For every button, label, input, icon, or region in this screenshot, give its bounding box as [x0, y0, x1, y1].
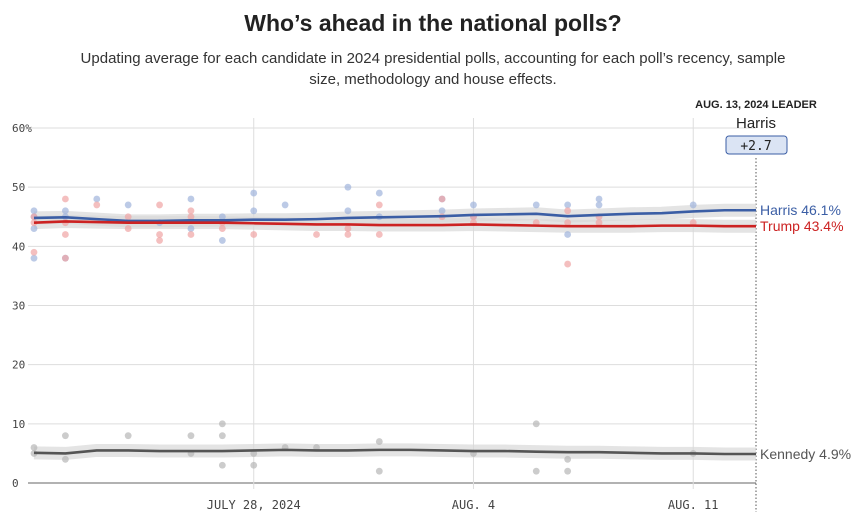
trump-poll-dot	[187, 231, 195, 238]
harris-poll-dot	[344, 183, 352, 191]
trump-poll-dot	[313, 231, 320, 238]
trump-poll-dot	[61, 254, 69, 262]
trump-poll-dot	[250, 231, 258, 238]
harris-end-label: Harris 46.1%	[760, 202, 841, 218]
harris-poll-dot	[187, 225, 195, 232]
kennedy-poll-dot	[124, 432, 132, 440]
kennedy-poll-dot	[61, 432, 69, 440]
harris-poll-dot	[532, 201, 540, 209]
kennedy-average-line	[33, 448, 756, 456]
kennedy-poll-dot	[564, 467, 572, 475]
leader-margin-box	[725, 135, 788, 155]
trump-average-line	[33, 220, 756, 228]
trump-end-label: Trump 43.4%	[760, 218, 844, 234]
end-labels: Harris 46.1%Trump 43.4% Kennedy 4.9%	[760, 202, 851, 462]
kennedy-poll-dot	[532, 467, 540, 475]
trump-poll-dot	[564, 219, 572, 227]
kennedy-poll-dot	[532, 420, 540, 428]
trump-poll-dot	[156, 201, 163, 209]
y-tick-label: 60%	[12, 122, 32, 135]
trump-poll-dot	[375, 201, 383, 209]
harris-poll-dot	[595, 195, 603, 203]
trump-poll-dot	[344, 225, 352, 232]
y-tick-label: 20	[12, 359, 25, 372]
trump-poll-dot	[218, 225, 226, 232]
trump-poll-dot	[30, 219, 38, 227]
harris-poll-dot	[250, 189, 258, 197]
leader-name: Harris	[736, 115, 776, 132]
harris-poll-dot	[124, 201, 132, 209]
leader-heading: AUG. 13, 2024 LEADER	[695, 99, 817, 111]
trump-poll-dot	[61, 195, 69, 203]
trump-poll-dot	[564, 260, 572, 268]
average-lines	[33, 208, 756, 456]
y-tick-label: 30	[12, 300, 25, 313]
trump-poll-dot	[124, 213, 132, 221]
harris-poll-dot	[281, 201, 289, 209]
harris-poll-dot	[375, 189, 383, 197]
x-tick-label: JULY 28, 2024	[207, 498, 301, 512]
kennedy-poll-dot	[218, 432, 226, 440]
trump-poll-dot	[187, 207, 195, 215]
harris-poll-dot	[689, 201, 697, 209]
y-tick-label: 40	[12, 240, 25, 253]
chart-subtitle: Updating average for each candidate in 2…	[80, 50, 786, 88]
harris-poll-dot	[595, 201, 603, 209]
trump-poll-dot	[344, 231, 352, 238]
kennedy-poll-dot	[375, 467, 383, 475]
trump-poll-dot	[156, 237, 163, 244]
leader-box: AUG. 13, 2024 LEADER Harris +2.7	[695, 99, 817, 155]
y-tick-label: 50	[12, 181, 25, 194]
trump-poll-dot	[564, 207, 572, 215]
kennedy-poll-dot	[564, 455, 572, 463]
harris-poll-dot	[218, 213, 226, 221]
kennedy-poll-dot	[250, 461, 258, 469]
kennedy-poll-dot	[375, 438, 383, 445]
harris-poll-dot	[30, 254, 38, 262]
harris-poll-dot	[438, 207, 446, 215]
harris-poll-dot	[93, 195, 101, 203]
trump-poll-dot	[375, 231, 383, 238]
kennedy-poll-dot	[218, 420, 226, 428]
harris-average-line	[33, 208, 756, 223]
trump-poll-dot	[438, 195, 446, 203]
harris-poll-dot	[30, 225, 38, 232]
x-tick-label: AUG. 4	[452, 498, 495, 512]
kennedy-poll-dot	[218, 461, 226, 469]
kennedy-poll-dot	[187, 432, 195, 440]
harris-poll-dot	[187, 195, 195, 203]
x-axis: JULY 28, 2024 AUG. 4 AUG. 11	[207, 498, 719, 512]
harris-poll-dot	[30, 207, 38, 215]
trump-poll-dot	[124, 225, 132, 232]
trump-poll-dot	[30, 248, 38, 256]
harris-poll-dot	[218, 237, 226, 244]
harris-poll-dot	[470, 201, 477, 209]
kennedy-end-label: Kennedy 4.9%	[760, 446, 851, 462]
kennedy-poll-dot	[30, 444, 38, 451]
trump-poll-dot	[187, 213, 195, 221]
leader-margin: +2.7	[740, 139, 771, 154]
harris-poll-dot	[61, 207, 69, 215]
y-tick-label: 10	[12, 418, 25, 431]
y-tick-label: 0	[12, 477, 19, 490]
harris-poll-dot	[344, 207, 352, 215]
trump-poll-dot	[156, 231, 163, 238]
harris-poll-dot	[564, 231, 572, 238]
trump-poll-dot	[595, 219, 603, 227]
trump-poll-dot	[93, 201, 101, 209]
kennedy-poll-dot	[61, 455, 69, 463]
harris-poll-dot	[250, 207, 258, 215]
chart-title: Who’s ahead in the national polls?	[244, 10, 622, 36]
y-axis: 60% 50 40 30 20 10 0	[12, 122, 32, 490]
harris-poll-dot	[564, 201, 572, 209]
trump-poll-dot	[61, 231, 69, 238]
x-tick-label: AUG. 11	[668, 498, 719, 512]
